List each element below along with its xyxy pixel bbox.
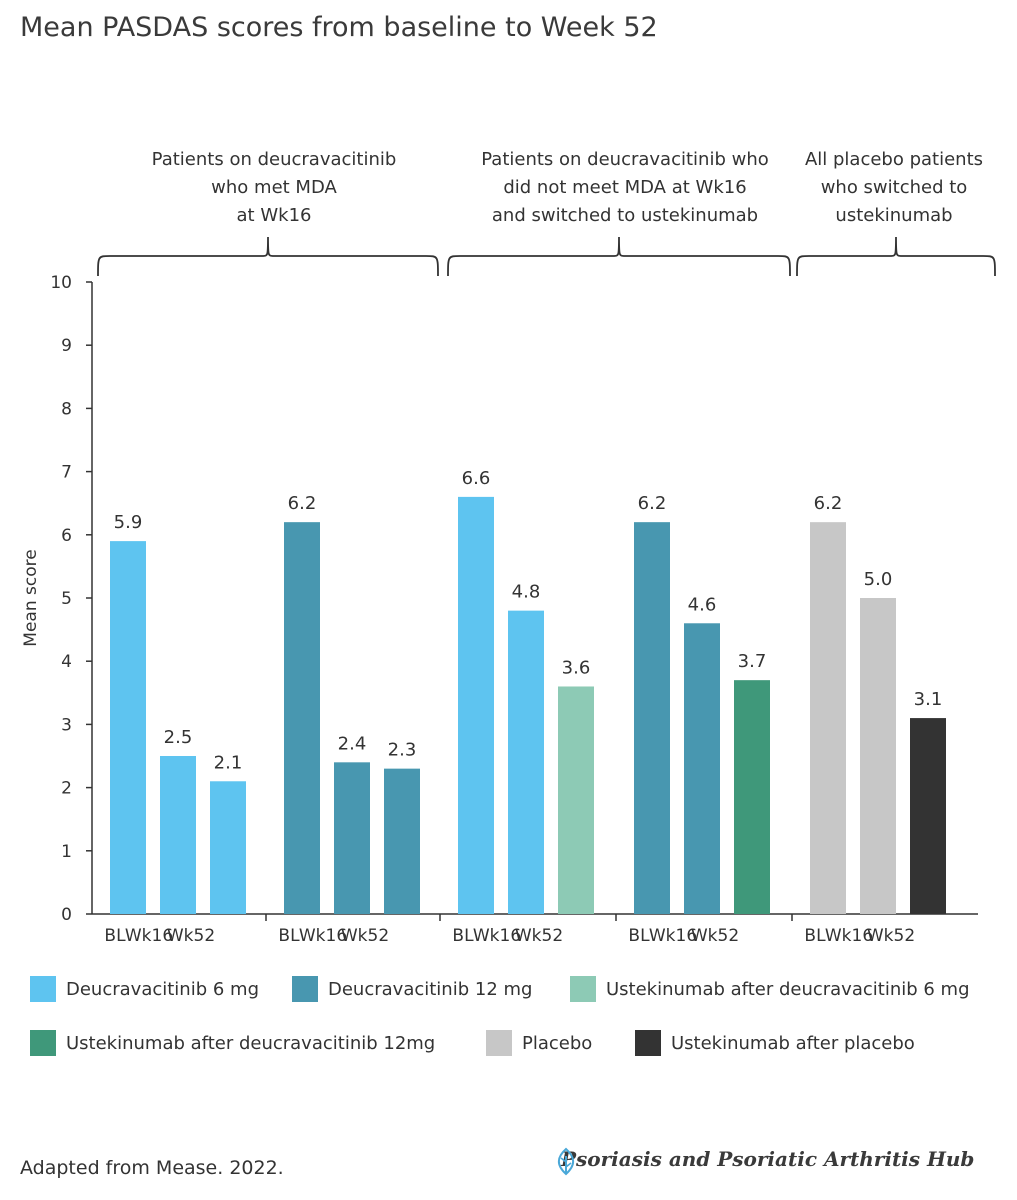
brand-name: Psoriasis and Psoriatic Arthritis Hub [561, 1147, 975, 1171]
legend-item: Ustekinumab after placebo [635, 1030, 915, 1056]
group-brace [447, 236, 791, 277]
source-note: Adapted from Mease. 2022. [20, 1157, 284, 1179]
data-label: 6.2 [814, 493, 843, 514]
y-tick-label: 0 [61, 905, 72, 925]
group-label-line: did not meet MDA at Wk16 [503, 177, 746, 198]
group-label-line: Patients on deucravacitinib [152, 149, 397, 170]
legend-swatch [30, 976, 56, 1002]
y-tick-label: 10 [50, 273, 72, 293]
x-tick-label: Wk52 [167, 926, 215, 946]
group-label-line: All placebo patients [805, 149, 983, 170]
x-tick-label: BL [452, 926, 474, 946]
legend-label: Deucravacitinib 6 mg [66, 978, 259, 1000]
y-tick-label: 7 [61, 463, 72, 483]
bar [284, 522, 320, 914]
legend-swatch [30, 1030, 56, 1056]
bar [458, 496, 494, 914]
group-label-line: and switched to ustekinumab [492, 205, 758, 226]
y-tick-label: 8 [61, 399, 72, 419]
bar [810, 522, 846, 914]
legend-label: Ustekinumab after deucravacitinib 6 mg [606, 978, 970, 1000]
legend-swatch [635, 1030, 661, 1056]
legend-item: Ustekinumab after deucravacitinib 6 mg [570, 976, 970, 1002]
x-tick-label: Wk16 [473, 926, 521, 946]
y-tick-label: 2 [61, 779, 72, 799]
legend-item: Placebo [486, 1030, 592, 1056]
y-tick-label: 4 [61, 652, 72, 672]
legend-swatch [570, 976, 596, 1002]
y-axis-label: Mean score [21, 549, 41, 646]
y-tick-label: 5 [61, 589, 72, 609]
legend-label: Ustekinumab after deucravacitinib 12mg [66, 1032, 436, 1054]
data-label: 6.6 [462, 468, 491, 489]
bar [384, 768, 420, 914]
legend-label: Placebo [522, 1032, 593, 1054]
x-tick-label: Wk52 [867, 926, 915, 946]
data-label: 4.8 [512, 582, 541, 603]
brand-logo: Psoriasis and Psoriatic Arthritis Hub [553, 1147, 975, 1176]
legend-swatch [292, 976, 318, 1002]
data-label: 2.1 [214, 752, 243, 773]
bar [334, 762, 370, 914]
legend: Deucravacitinib 6 mg Deucravacitinib 12 m… [30, 976, 1010, 1076]
y-tick-label: 9 [61, 336, 72, 356]
data-label: 5.9 [114, 512, 143, 533]
group-brace [796, 236, 996, 277]
data-label: 6.2 [288, 493, 317, 514]
y-tick-label: 3 [61, 715, 72, 735]
x-tick-label: BL [278, 926, 300, 946]
x-tick-label: Wk52 [691, 926, 739, 946]
group-label-line: ustekinumab [835, 205, 952, 226]
x-tick-label: Wk52 [515, 926, 563, 946]
data-label: 3.6 [562, 657, 591, 678]
data-label: 3.1 [914, 689, 943, 710]
x-tick-label: BL [104, 926, 126, 946]
legend-label: Ustekinumab after placebo [671, 1032, 915, 1054]
y-tick-label: 6 [61, 526, 72, 546]
bar [160, 756, 196, 914]
group-label-line: Patients on deucravacitinib who [481, 149, 769, 170]
data-label: 2.3 [388, 740, 417, 761]
bar [558, 686, 594, 914]
data-label: 6.2 [638, 493, 667, 514]
bar [860, 598, 896, 914]
legend-swatch [486, 1030, 512, 1056]
bar [210, 781, 246, 914]
x-tick-label: Wk16 [125, 926, 173, 946]
x-tick-label: Wk16 [299, 926, 347, 946]
legend-item: Deucravacitinib 12 mg [292, 976, 532, 1002]
legend-label: Deucravacitinib 12 mg [328, 978, 533, 1000]
data-label: 4.6 [688, 594, 717, 615]
bar [508, 610, 544, 914]
bar [110, 541, 146, 914]
x-tick-label: Wk52 [341, 926, 389, 946]
bar [910, 718, 946, 914]
legend-item: Deucravacitinib 6 mg [30, 976, 259, 1002]
x-tick-label: BL [804, 926, 826, 946]
legend-item: Ustekinumab after deucravacitinib 12mg [30, 1030, 435, 1056]
bar [684, 623, 720, 914]
x-tick-label: BL [628, 926, 650, 946]
data-label: 3.7 [738, 651, 767, 672]
x-tick-label: Wk16 [825, 926, 873, 946]
group-label-line: who met MDA [211, 177, 337, 198]
bar [734, 680, 770, 914]
data-label: 2.4 [338, 733, 367, 754]
group-label-line: at Wk16 [237, 205, 312, 226]
group-brace [97, 236, 439, 277]
data-label: 5.0 [864, 569, 893, 590]
group-label-line: who switched to [821, 177, 968, 198]
bar [634, 522, 670, 914]
chart-title: Mean PASDAS scores from baseline to Week… [20, 12, 658, 43]
y-tick-label: 1 [61, 842, 72, 862]
data-label: 2.5 [164, 727, 193, 748]
x-tick-label: Wk16 [649, 926, 697, 946]
